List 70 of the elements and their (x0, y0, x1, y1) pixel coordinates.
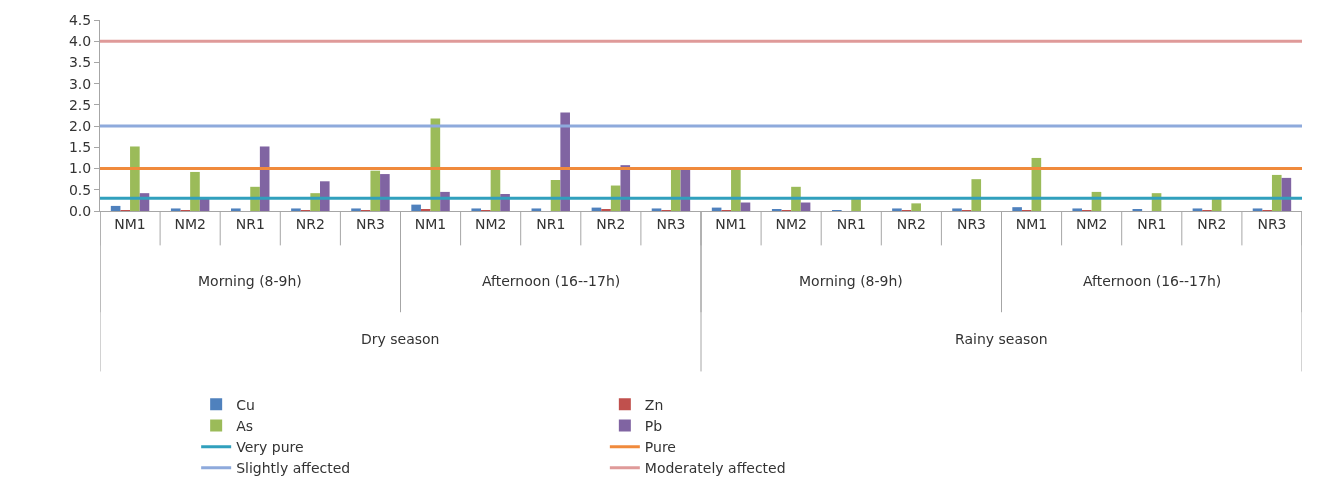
x-tick-label: NR3 (355, 215, 385, 232)
bar (231, 208, 241, 211)
legend-label: Moderately affected (644, 460, 786, 477)
legend-label: Slightly affected (236, 460, 351, 477)
bar (971, 179, 982, 211)
y-tick-label: 3.0 (68, 75, 92, 92)
legend-label: Pb (644, 417, 663, 434)
x-tick-label: NR2 (1197, 215, 1227, 232)
bar (190, 171, 200, 211)
y-tick-label: 1.0 (68, 160, 92, 177)
bar (952, 208, 962, 211)
bar (1252, 208, 1263, 211)
bar (892, 208, 902, 211)
bar (110, 205, 121, 211)
y-tick-label: 2.5 (68, 96, 92, 113)
legend-label: Pure (644, 439, 676, 456)
bar (1271, 174, 1282, 211)
bar (471, 208, 482, 211)
x-tick-label: NR3 (1257, 215, 1287, 232)
x-tick-label: NM2 (474, 215, 507, 232)
bar (351, 208, 361, 211)
bar (731, 169, 741, 211)
x-tick-label: NR3 (656, 215, 686, 232)
bar (370, 170, 381, 211)
x-tick-label: NM2 (775, 215, 807, 232)
y-tick-label: 0.0 (68, 202, 92, 219)
x-tick-label: NR1 (1137, 215, 1167, 232)
legend-label: Cu (236, 396, 255, 413)
x-tick-label: NR1 (235, 215, 265, 232)
bar (1012, 207, 1022, 211)
x-tick-label: NM1 (414, 215, 447, 232)
legend-label: As (236, 417, 254, 434)
bar (380, 174, 390, 211)
legend-label: Very pure (236, 439, 304, 456)
x-tick-label: NR2 (896, 215, 926, 232)
bar (911, 203, 921, 211)
y-tick-label: 4.0 (68, 33, 92, 50)
x-tick-label: NM2 (1075, 215, 1108, 232)
text: Dry season (361, 331, 440, 347)
y-tick-label: 4.5 (68, 11, 92, 28)
x-tick-label: NR3 (956, 215, 986, 232)
y-tick-label: 0.5 (68, 181, 92, 198)
y-tick-label: 2.0 (68, 118, 92, 135)
text: Afternoon (16--17h) (482, 273, 621, 289)
x-tick-label: NR1 (536, 215, 566, 232)
text: Afternoon (16--17h) (1083, 273, 1222, 289)
x-tick-label: NR1 (836, 215, 866, 232)
bar (531, 208, 542, 211)
text: Rainy season (955, 331, 1048, 347)
x-tick-label: NM1 (114, 215, 146, 232)
bar (170, 208, 181, 211)
bar (130, 146, 140, 211)
y-tick-label: 1.5 (68, 139, 92, 156)
legend-label: Zn (644, 396, 664, 413)
x-tick-label: NM1 (1015, 215, 1048, 232)
x-tick-label: NR2 (596, 215, 626, 232)
bar (411, 204, 421, 211)
text: Morning (8-9h) (198, 273, 302, 289)
bar (319, 181, 330, 211)
bar (291, 208, 301, 211)
text: Morning (8-9h) (799, 273, 903, 289)
bar (670, 169, 681, 211)
x-tick-label: NR2 (295, 215, 325, 232)
bar (1072, 208, 1083, 211)
bar (560, 112, 570, 211)
y-tick-label: 3.5 (68, 54, 92, 71)
bar (651, 208, 662, 211)
x-tick-label: NM2 (174, 215, 206, 232)
x-tick-label: NM1 (715, 215, 747, 232)
bar (1192, 208, 1203, 211)
